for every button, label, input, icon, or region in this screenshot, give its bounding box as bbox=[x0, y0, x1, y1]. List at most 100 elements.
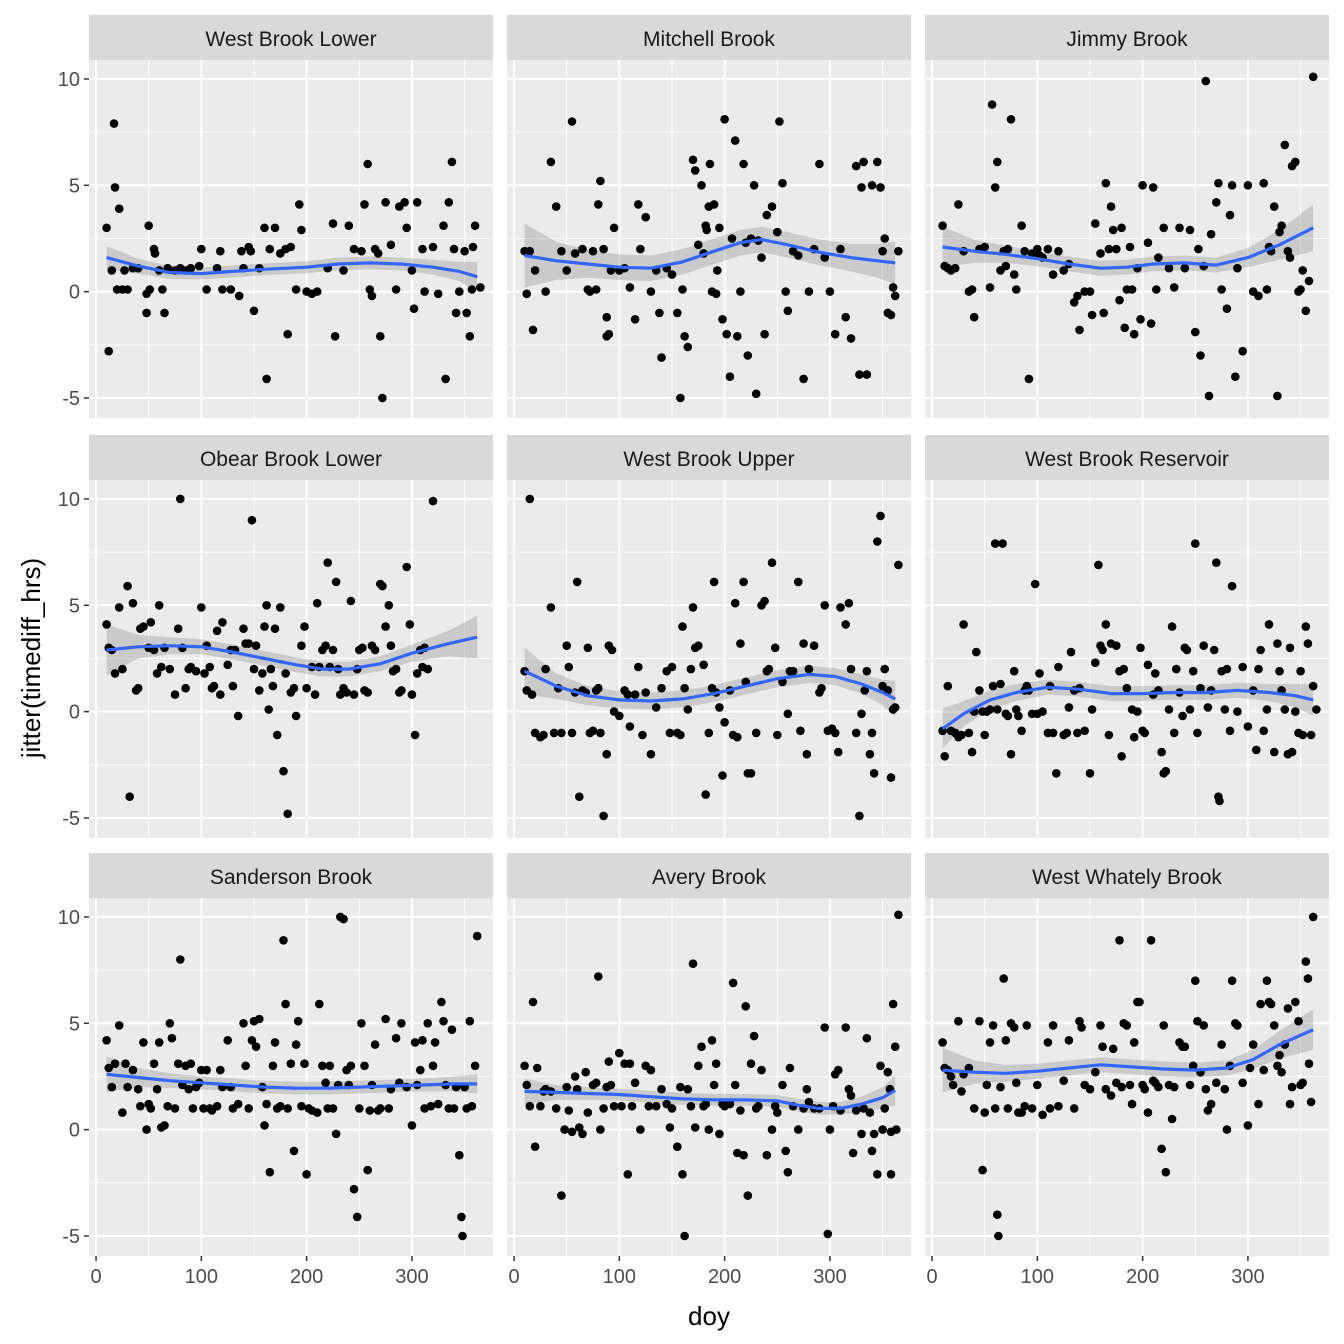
data-point bbox=[465, 1016, 475, 1026]
data-point bbox=[289, 1146, 299, 1156]
data-point bbox=[532, 1063, 542, 1073]
data-point bbox=[1204, 391, 1214, 401]
data-point bbox=[625, 283, 635, 292]
data-point bbox=[572, 1084, 582, 1094]
data-point bbox=[262, 601, 271, 610]
data-point bbox=[118, 664, 127, 674]
data-point bbox=[886, 310, 896, 320]
data-point bbox=[527, 690, 537, 699]
data-point bbox=[1167, 1114, 1177, 1124]
data-point bbox=[1027, 1104, 1037, 1113]
data-point bbox=[1017, 726, 1026, 736]
data-point bbox=[218, 618, 227, 627]
data-point bbox=[570, 249, 580, 258]
data-point bbox=[1035, 669, 1044, 678]
data-point bbox=[1238, 346, 1247, 356]
data-point bbox=[293, 1016, 303, 1026]
y-tick-label: 10 bbox=[58, 69, 80, 91]
data-point bbox=[767, 202, 777, 211]
data-point bbox=[1062, 728, 1072, 738]
data-point bbox=[439, 221, 448, 230]
data-point bbox=[1122, 683, 1132, 693]
data-point bbox=[588, 726, 598, 736]
data-point bbox=[300, 622, 309, 631]
data-point bbox=[1222, 664, 1232, 674]
data-point bbox=[1069, 298, 1079, 307]
data-point bbox=[455, 287, 464, 296]
data-point bbox=[1129, 329, 1139, 339]
data-point bbox=[1045, 1104, 1055, 1113]
data-point bbox=[181, 683, 190, 693]
data-point bbox=[1275, 666, 1284, 676]
data-point bbox=[676, 730, 685, 740]
data-point bbox=[667, 662, 677, 672]
data-point bbox=[841, 312, 850, 322]
data-point bbox=[163, 1101, 172, 1111]
data-point bbox=[264, 705, 274, 714]
data-point bbox=[226, 285, 236, 294]
data-point bbox=[297, 1101, 306, 1111]
data-point bbox=[476, 283, 485, 292]
data-point bbox=[1296, 666, 1305, 676]
panel-background bbox=[507, 480, 911, 838]
data-point bbox=[993, 157, 1002, 167]
data-point bbox=[1273, 639, 1282, 648]
x-tick-label: 300 bbox=[813, 1266, 846, 1288]
data-point bbox=[880, 664, 889, 674]
data-point bbox=[846, 1091, 856, 1100]
data-point bbox=[651, 703, 661, 712]
data-point bbox=[1099, 308, 1108, 318]
data-point bbox=[851, 1106, 861, 1115]
data-point bbox=[599, 811, 608, 821]
data-point bbox=[701, 1099, 710, 1109]
data-point bbox=[707, 1036, 717, 1045]
panel-background bbox=[89, 898, 493, 1256]
smooth-line bbox=[941, 685, 1314, 731]
data-point bbox=[289, 683, 299, 693]
data-point bbox=[188, 1104, 198, 1113]
facet-title: Mitchell Brook bbox=[643, 28, 775, 51]
data-point bbox=[625, 1059, 635, 1068]
y-tick-label: 0 bbox=[69, 1120, 80, 1142]
data-point bbox=[465, 332, 475, 341]
data-point bbox=[344, 221, 354, 230]
data-point bbox=[767, 1125, 777, 1134]
data-point bbox=[283, 329, 293, 339]
facet-title: Jimmy Brook bbox=[1066, 28, 1188, 51]
data-point bbox=[128, 598, 138, 608]
data-point bbox=[1038, 1110, 1047, 1120]
data-point bbox=[1169, 1082, 1179, 1092]
data-point bbox=[522, 289, 531, 299]
data-point bbox=[1157, 1144, 1166, 1154]
data-point bbox=[1001, 261, 1011, 271]
data-point bbox=[1212, 198, 1221, 207]
data-point bbox=[1001, 1036, 1011, 1045]
data-point bbox=[1094, 560, 1103, 570]
data-point bbox=[110, 183, 120, 192]
data-point bbox=[1188, 1061, 1198, 1071]
data-point bbox=[686, 664, 696, 674]
data-point bbox=[846, 334, 856, 343]
data-point bbox=[363, 159, 373, 169]
data-point bbox=[1164, 263, 1174, 273]
data-point bbox=[749, 181, 759, 190]
data-point bbox=[1203, 1106, 1213, 1115]
data-point bbox=[423, 1019, 433, 1028]
data-point bbox=[104, 346, 113, 356]
x-tick-label: 200 bbox=[290, 1266, 323, 1288]
data-point bbox=[733, 332, 742, 341]
data-point bbox=[876, 511, 885, 521]
data-point bbox=[321, 641, 330, 650]
data-point bbox=[144, 221, 153, 230]
data-point bbox=[1108, 1044, 1118, 1054]
data-point bbox=[447, 157, 457, 167]
data-point bbox=[690, 1123, 700, 1132]
data-point bbox=[694, 641, 703, 650]
data-point bbox=[1285, 1099, 1295, 1109]
data-point bbox=[447, 1025, 457, 1034]
data-point bbox=[1120, 323, 1129, 333]
data-point bbox=[1022, 1021, 1032, 1030]
data-point bbox=[609, 1101, 619, 1111]
data-point bbox=[525, 246, 535, 256]
